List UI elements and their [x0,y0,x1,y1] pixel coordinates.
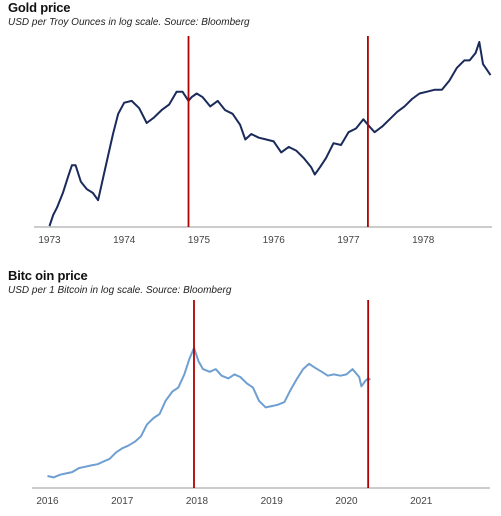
bitcoin-x-tick-label: 2018 [186,496,209,507]
gold-price-chart: 1973 1974 1975 1976 1977 1978 [34,36,492,246]
bitcoin-chart-title: Bitc oin price [8,268,88,283]
bitcoin-x-tick-label: 2019 [261,496,284,507]
gold-x-tick-label: 1974 [113,235,136,246]
bitcoin-x-tick-label: 2021 [410,496,433,507]
gold-x-tick-label: 1978 [412,235,435,246]
bitcoin-chart-subtitle: USD per 1 Bitcoin in log scale. Source: … [8,285,232,296]
bitcoin-x-tick-label: 2016 [36,496,59,507]
gold-x-tick-label: 1976 [263,235,286,246]
gold-chart-title: Gold price [8,0,71,15]
gold-x-tick-label: 1973 [38,235,61,246]
bitcoin-series-line [47,347,371,479]
gold-series-line [48,41,492,227]
bitcoin-price-chart: 2016 2017 2018 2019 2020 2021 [32,300,490,507]
gold-chart-subtitle: USD per Troy Ounces in log scale. Source… [8,17,250,28]
gold-x-tick-label: 1977 [337,235,360,246]
bitcoin-x-tick-label: 2020 [335,496,358,507]
gold-x-tick-label: 1975 [188,235,211,246]
bitcoin-x-tick-label: 2017 [111,496,134,507]
